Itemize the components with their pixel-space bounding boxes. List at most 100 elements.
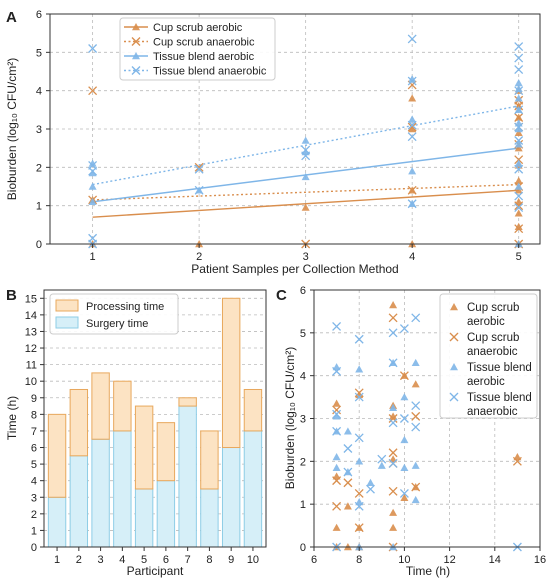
bar-processing-2 <box>69 388 89 457</box>
panel-b-xlabel: Participant <box>127 564 184 578</box>
y-tick-label-4: 4 <box>300 371 306 383</box>
point-s3-11-stroke-b <box>366 484 375 494</box>
point-s1-2 <box>332 405 342 415</box>
point-s2-16 <box>400 463 409 471</box>
panel-b-plot-frame <box>43 289 267 548</box>
point-s2-5 <box>301 172 310 181</box>
x-tick-label-2: 2 <box>196 251 202 263</box>
y-tick-label-8: 8 <box>31 409 37 421</box>
point-s3-13 <box>388 459 398 468</box>
legend-label-2: Tissue blend aerobic <box>153 51 255 63</box>
point-s2-9 <box>355 457 364 465</box>
point-s3-3-stroke-b <box>332 426 342 436</box>
y-tick-label-5: 5 <box>300 328 306 340</box>
point-s1-4-stroke-b <box>354 523 364 533</box>
bar-processing-8 <box>200 430 219 490</box>
legend-swatch-1 <box>55 299 79 312</box>
point-s1-8-stroke-b <box>388 486 398 496</box>
x-tick-label-6: 6 <box>311 554 317 566</box>
point-s1-11 <box>388 414 398 423</box>
point-s1-0 <box>332 501 342 511</box>
point-s0-9 <box>389 523 398 531</box>
point-s2-1 <box>332 453 341 461</box>
point-s1-8 <box>514 224 524 234</box>
point-s3-10-stroke-b <box>407 132 417 142</box>
x-tick-label-10: 10 <box>247 554 259 566</box>
point-s3-15-stroke-b <box>388 358 398 368</box>
y-tick-label-7: 7 <box>31 426 37 438</box>
point-s3-14-stroke-b <box>514 203 524 213</box>
legend-label-1-0: Cup scrub <box>467 332 519 344</box>
point-s2-10 <box>355 365 364 373</box>
point-s0-1 <box>332 523 341 531</box>
point-s0-16 <box>514 128 523 137</box>
point-s1-1-stroke-b <box>332 476 342 486</box>
x-tick-label-5: 5 <box>141 554 147 566</box>
point-s3-5 <box>194 164 204 174</box>
point-s3-6-stroke-b <box>194 185 204 195</box>
point-s3-21 <box>514 65 524 75</box>
point-s1-15 <box>411 411 421 421</box>
point-s3-2-stroke-b <box>88 166 98 176</box>
point-s3-8-stroke-b <box>354 433 364 443</box>
bar-processing-1 <box>47 413 67 498</box>
point-s2-7 <box>301 136 310 144</box>
panel-a-letter: A <box>6 9 17 26</box>
point-s3-20 <box>514 86 524 96</box>
point-s3-19 <box>399 324 409 334</box>
point-s1-0 <box>88 86 98 96</box>
point-s1-16-stroke-b <box>512 456 522 466</box>
point-s2-3 <box>88 197 97 206</box>
point-s3-8 <box>301 151 311 161</box>
point-s0-12 <box>389 412 398 420</box>
y-tick-label-0: 0 <box>36 239 42 251</box>
y-tick-label-9: 9 <box>31 393 37 405</box>
point-s2-0 <box>88 182 97 190</box>
point-s0-6 <box>408 125 417 133</box>
point-s2-15 <box>514 140 523 148</box>
panel-c-xlabel: Time (h) <box>406 564 450 578</box>
legend-marker-3-stroke-b <box>449 392 459 402</box>
point-s1-2-stroke-b <box>332 405 342 415</box>
point-s3-17 <box>514 136 524 145</box>
point-s2-14 <box>514 159 523 167</box>
point-s3-0-stroke-b <box>332 321 342 331</box>
x-tick-label-3: 3 <box>303 251 309 263</box>
fit-line-3 <box>92 105 519 186</box>
point-s2-12 <box>377 461 386 469</box>
legend-label-0: Cup scrub aerobic <box>153 22 243 34</box>
legend-label-1-1: anaerobic <box>467 346 518 358</box>
bar-processing-9 <box>221 297 241 449</box>
y-tick-label-5: 5 <box>31 459 37 471</box>
point-s3-23-stroke-b <box>514 42 524 52</box>
point-s1-5-stroke-b <box>354 488 364 498</box>
point-s3-23 <box>514 42 524 52</box>
point-s3-12 <box>407 76 417 86</box>
point-s3-13-stroke-b <box>407 34 417 44</box>
y-tick-label-3: 3 <box>31 492 37 504</box>
bar-surgery-5 <box>134 488 154 548</box>
y-tick-label-0: 0 <box>31 542 37 554</box>
y-tick-label-6: 6 <box>300 285 306 297</box>
panel-c-ylabel: Bioburden (log₁₀ CFU/cm²) <box>283 347 297 489</box>
bar-surgery-4 <box>113 430 132 548</box>
y-tick-label-2: 2 <box>31 509 37 521</box>
point-s0-8 <box>355 390 364 399</box>
point-s3-0 <box>88 44 98 53</box>
legend-label-3: Tissue blend anaerobic <box>153 66 267 78</box>
y-tick-label-0: 0 <box>300 542 306 554</box>
y-tick-label-10: 10 <box>25 376 37 388</box>
y-tick-label-4: 4 <box>36 86 42 98</box>
x-tick-label-6: 6 <box>163 554 169 566</box>
point-s3-9 <box>407 199 417 209</box>
point-s3-10 <box>407 132 417 142</box>
bar-processing-3 <box>91 372 110 440</box>
point-s2-19 <box>514 94 523 102</box>
panel-a: A 1 2 3 4 5 0 1 2 3 4 5 6 Patient Samples per Colle… <box>5 9 541 276</box>
point-s3-9 <box>354 392 364 402</box>
point-s1-14 <box>411 482 421 492</box>
point-s1-16 <box>512 456 522 466</box>
legend-label-1: Processing time <box>86 301 164 313</box>
bar-surgery-3 <box>91 438 110 548</box>
